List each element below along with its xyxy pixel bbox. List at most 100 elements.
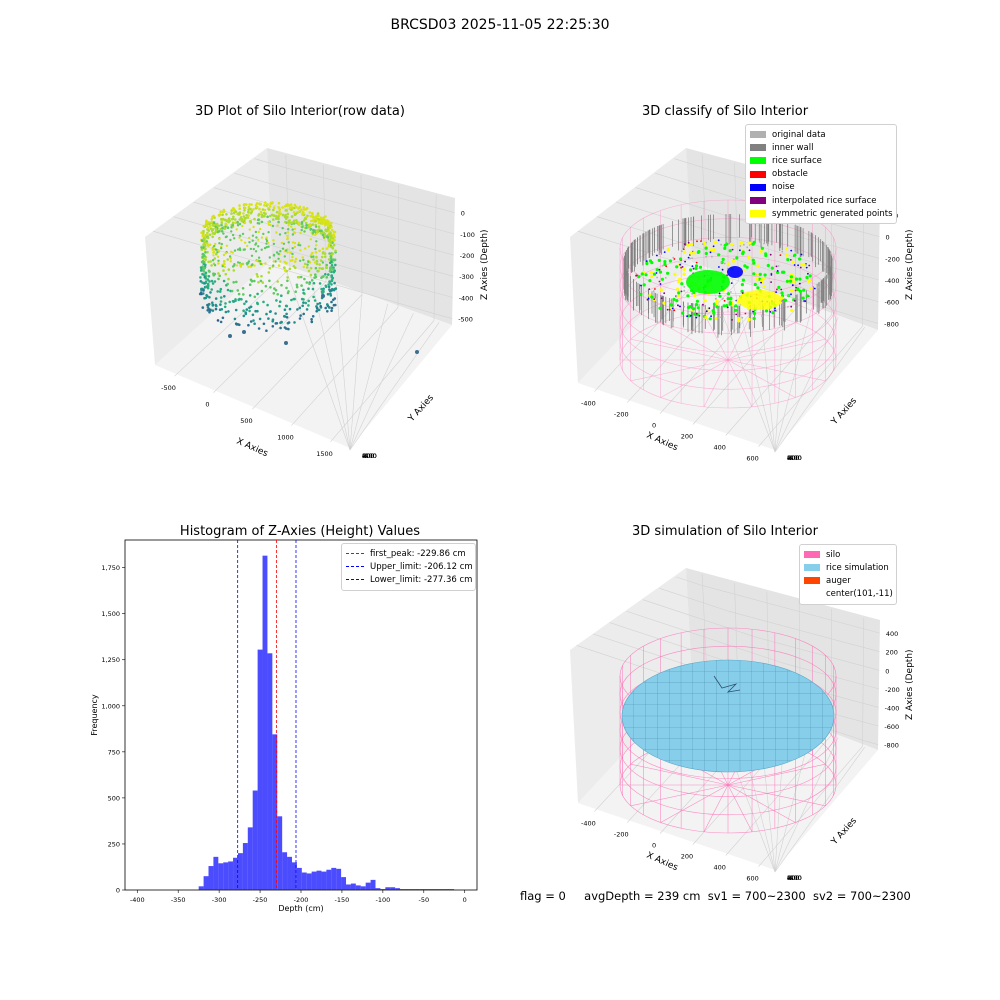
scan-point: [263, 204, 266, 207]
scan-point: [238, 236, 241, 239]
classified-point: [663, 292, 666, 295]
scan-point: [309, 214, 313, 218]
scan-point: [262, 232, 265, 236]
classified-point: [728, 249, 732, 253]
scan-point: [204, 263, 207, 267]
classified-point: [775, 265, 778, 268]
legend-label: Lower_limit: -277.36 cm: [370, 574, 473, 585]
scan-point: [248, 283, 252, 287]
classified-point: [777, 265, 780, 267]
scan-point: [213, 280, 217, 283]
scan-point: [304, 301, 308, 305]
scan-point: [321, 252, 325, 255]
classified-point: [769, 311, 772, 313]
scan-point: [330, 279, 334, 283]
histogram-bar: [380, 889, 386, 890]
scan-point: [261, 208, 265, 211]
scan-point: [214, 297, 218, 300]
scan-point: [256, 292, 259, 296]
classified-point: [813, 287, 816, 290]
scan-point: [315, 244, 318, 247]
scan-point: [300, 208, 303, 211]
scan-point: [244, 216, 247, 220]
silo-spoke: [660, 359, 729, 398]
classified-point: [654, 288, 656, 290]
scan-point: [268, 214, 272, 218]
scan-point: [304, 221, 308, 225]
z-tick-label: -800: [884, 320, 899, 328]
classified-point: [698, 265, 703, 269]
scan-point: [288, 219, 292, 222]
x-tick-label: 0: [652, 842, 656, 850]
classified-point: [785, 253, 789, 257]
classified-point: [803, 300, 805, 302]
scan-point: [293, 203, 297, 207]
grid-line: [659, 588, 730, 612]
scan-point: [277, 215, 280, 218]
scan-point: [265, 329, 268, 333]
classified-point: [776, 288, 778, 291]
scan-point: [279, 326, 282, 330]
scan-point: [214, 225, 217, 228]
classified-point: [715, 305, 719, 309]
scan-point: [313, 261, 317, 264]
classified-point: [718, 292, 721, 295]
classified-point: [655, 272, 658, 274]
histogram-bar: [292, 862, 297, 890]
scan-point: [266, 215, 269, 219]
scan-point: [300, 228, 303, 232]
classified-point: [730, 291, 732, 293]
silo-spoke: [630, 359, 729, 382]
z-tick-label: -600: [884, 299, 899, 307]
legend-entry: rice surface: [750, 154, 892, 167]
scan-point: [320, 255, 324, 259]
scan-point: [245, 308, 249, 311]
scan-point: [208, 243, 212, 246]
x-tick-label: 400: [714, 864, 726, 872]
scan-point: [289, 259, 292, 262]
scan-point: [200, 231, 203, 234]
y-tick-label: -400: [362, 452, 377, 460]
y-tick-label: -400: [787, 874, 802, 882]
scan-point: [223, 227, 227, 231]
scan-point: [287, 327, 290, 331]
scan-point: [291, 228, 294, 231]
scan-point: [211, 215, 214, 219]
classified-point: [755, 277, 759, 281]
classified-point: [715, 299, 719, 303]
histogram-bar: [208, 866, 214, 890]
scan-point: [224, 218, 227, 222]
classified-point: [692, 290, 696, 295]
scan-point: [329, 260, 333, 264]
scan-point: [283, 314, 286, 318]
scan-point: [245, 214, 248, 217]
scan-point: [213, 264, 217, 267]
scan-point: [232, 269, 236, 272]
scan-point: [231, 208, 235, 211]
classified-point: [798, 257, 802, 261]
legend-swatch: [750, 197, 766, 205]
classified-point: [655, 268, 659, 272]
classified-point: [672, 297, 676, 301]
scan-point: [307, 299, 311, 303]
scan-point: [286, 231, 289, 234]
classified-point: [752, 310, 754, 313]
classified-point: [790, 289, 794, 293]
scan-point: [309, 266, 313, 270]
scan-point: [285, 261, 288, 265]
scan-point: [238, 218, 241, 221]
classified-point: [721, 320, 724, 322]
scan-point: [302, 206, 306, 209]
scan-point: [234, 218, 237, 221]
scan-point: [318, 249, 321, 253]
scan-point: [235, 228, 238, 231]
scan-point: [314, 273, 317, 277]
legend-label: silo: [826, 549, 841, 560]
scan-point: [327, 305, 331, 309]
scan-point: [328, 252, 331, 255]
scan-point: [293, 206, 296, 210]
classified-point: [791, 284, 794, 287]
classified-point: [752, 240, 756, 244]
classified-point: [704, 246, 708, 250]
classified-point: [798, 277, 802, 281]
